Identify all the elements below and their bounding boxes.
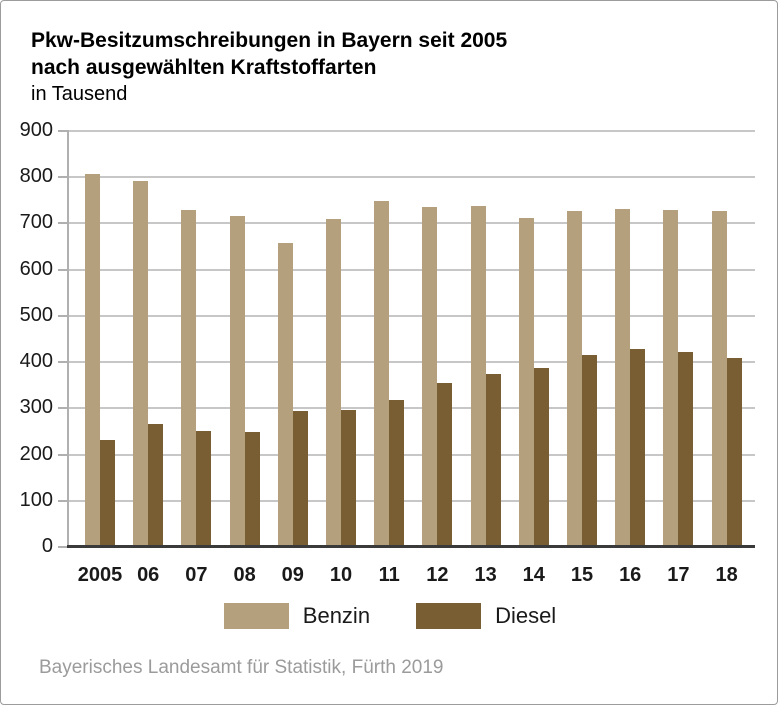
bar-diesel-16 [630,348,646,547]
bar-diesel-10 [341,410,356,547]
bar-benzin-13 [470,206,486,547]
gridline-600 [69,268,755,271]
y-tick-500 [58,314,69,317]
bar-benzin-18 [711,210,727,547]
gridline-800 [69,176,755,179]
legend-swatch-benzin [223,603,289,629]
x-axis-label-10: 10 [329,564,353,586]
bar-diesel-06 [148,423,164,547]
y-axis-label-900: 900 [19,119,53,141]
bar-diesel-13 [485,374,501,547]
gridline-900 [69,130,755,132]
x-axis-label-18: 18 [715,564,738,586]
x-axis-label-09: 09 [281,564,304,586]
y-tick-200 [58,453,69,456]
bar-benzin-12 [422,207,438,547]
y-axis-label-300: 300 [19,396,53,419]
legend-label-diesel: Diesel [495,603,557,628]
bar-benzin-06 [133,181,149,547]
gridline-100 [69,499,755,502]
bar-diesel-09 [292,411,308,547]
x-axis-label-08: 08 [233,564,256,586]
x-axis-label-11: 11 [378,564,400,586]
y-axis-line [67,131,69,548]
bar-benzin-16 [615,209,631,547]
bar-diesel-11 [389,400,405,547]
x-axis-label-2005: 2005 [77,564,123,586]
y-axis-label-400: 400 [19,350,53,373]
x-axis-label-16: 16 [619,564,642,586]
bar-benzin-08 [229,215,245,547]
bar-diesel-14 [533,368,549,547]
y-tick-900 [58,130,69,132]
y-tick-600 [58,268,69,271]
bar-benzin-14 [518,218,534,547]
bar-benzin-2005 [85,173,100,547]
source-caption: Bayerisches Landesamt für Statistik, Für… [39,657,444,678]
gridline-200 [69,453,755,456]
y-tick-800 [58,176,69,179]
bar-diesel-12 [437,383,453,547]
x-axis-label-07: 07 [185,564,208,586]
y-tick-700 [58,222,69,225]
chart-title-line1: Pkw-Besitzumschreibungen in Bayern seit … [31,29,508,52]
legend-item-benzin: Benzin [223,603,371,629]
y-tick-400 [58,361,69,364]
bar-diesel-2005 [100,440,115,547]
bar-benzin-17 [663,210,679,547]
y-axis-label-700: 700 [19,211,53,234]
x-axis-baseline [67,545,755,548]
chart-title-line2: nach ausgewählten Kraftstoffarten [31,56,377,79]
chart-legend: Benzin Diesel [1,603,777,629]
x-axis-label-14: 14 [522,564,545,586]
bar-diesel-15 [582,355,597,547]
x-axis-label-15: 15 [570,564,594,586]
chart-header: Pkw-Besitzumschreibungen in Bayern seit … [31,27,507,108]
gridline-500 [69,314,755,317]
y-axis-label-100: 100 [19,488,53,511]
y-axis-label-800: 800 [19,165,53,188]
bar-benzin-10 [326,218,341,547]
y-tick-300 [58,407,69,410]
plot-area [69,130,755,547]
gridline-700 [69,222,755,225]
y-tick-0 [58,546,69,548]
bar-benzin-15 [567,211,582,547]
bar-diesel-07 [196,430,212,547]
y-tick-100 [58,499,69,502]
gridline-400 [69,361,755,364]
bar-benzin-11 [374,200,390,547]
x-axis-label-17: 17 [667,564,690,586]
bar-diesel-08 [244,432,260,547]
y-axis-label-0: 0 [41,535,53,557]
legend-swatch-diesel [416,603,482,629]
y-axis-label-200: 200 [19,442,53,465]
gridline-300 [69,407,755,410]
bar-benzin-07 [181,210,197,547]
y-axis-label-600: 600 [19,257,53,280]
bar-diesel-17 [678,352,694,547]
x-axis-label-12: 12 [426,564,449,586]
legend-item-diesel: Diesel [416,603,556,629]
bar-diesel-18 [726,357,742,547]
bar-benzin-09 [277,243,293,547]
x-axis-label-13: 13 [474,564,497,586]
chart-subtitle-unit: in Tausend [31,83,128,105]
x-axis-label-06: 06 [137,564,160,586]
legend-label-benzin: Benzin [302,603,371,628]
y-axis-label-500: 500 [19,303,53,326]
